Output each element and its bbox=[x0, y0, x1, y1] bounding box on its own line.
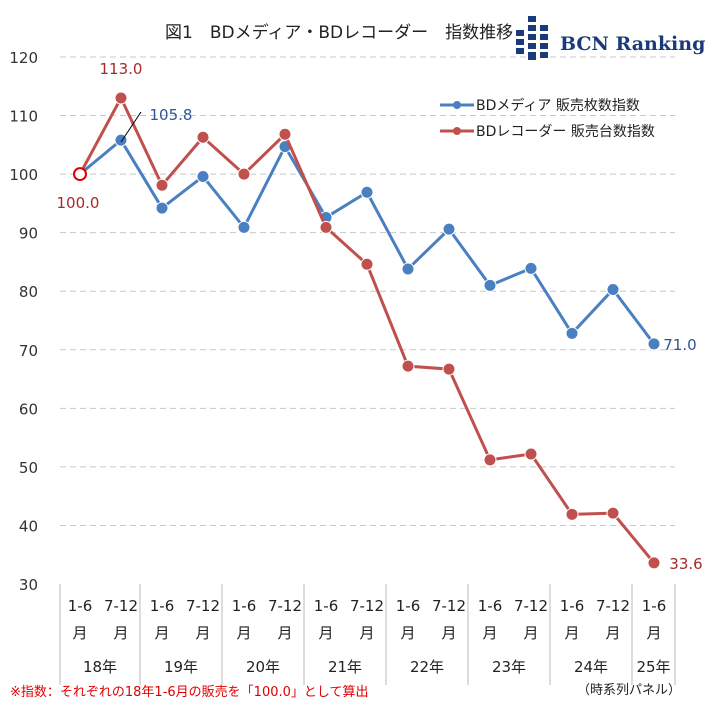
legend-item-bd-recorder: BDレコーダー 販売台数指数 bbox=[440, 118, 655, 144]
x-month-label: 月 bbox=[113, 624, 128, 642]
data-point bbox=[360, 185, 374, 199]
data-point bbox=[606, 282, 620, 296]
x-month-label: 月 bbox=[277, 624, 292, 642]
x-month-label: 月 bbox=[482, 624, 497, 642]
data-point bbox=[73, 167, 87, 182]
data-point bbox=[483, 278, 497, 292]
data-point bbox=[524, 447, 538, 461]
data-point bbox=[606, 506, 620, 520]
x-month-label: 月 bbox=[564, 624, 579, 642]
data-point bbox=[442, 362, 456, 376]
x-tick-label: 7-12 bbox=[186, 597, 220, 615]
data-point bbox=[565, 507, 579, 521]
x-tick-label: 1-6 bbox=[478, 597, 503, 615]
y-tick-label: 30 bbox=[19, 576, 38, 594]
panel-note: （時系列パネル） bbox=[577, 683, 682, 698]
x-year-label: 18年 bbox=[83, 658, 117, 676]
chart-title: 図1 BDメディア・BDレコーダー 指数推移 bbox=[165, 23, 514, 43]
x-year-label: 21年 bbox=[328, 658, 362, 676]
x-tick-label: 1-6 bbox=[68, 597, 93, 615]
x-tick-label: 1-6 bbox=[642, 597, 667, 615]
y-tick-label: 90 bbox=[19, 225, 38, 243]
data-point bbox=[237, 220, 251, 234]
data-point bbox=[647, 337, 661, 351]
x-tick-label: 7-12 bbox=[350, 597, 384, 615]
x-month-label: 月 bbox=[318, 624, 333, 642]
data-label: 113.0 bbox=[100, 60, 143, 78]
data-point bbox=[401, 262, 415, 276]
data-label: 100.0 bbox=[57, 194, 100, 212]
y-tick-label: 100 bbox=[9, 166, 38, 184]
y-tick-label: 50 bbox=[19, 459, 38, 477]
data-point bbox=[483, 453, 497, 467]
y-tick-label: 110 bbox=[9, 108, 38, 126]
x-month-label: 月 bbox=[72, 624, 87, 642]
data-label: 105.8 bbox=[150, 106, 193, 124]
x-year-label: 24年 bbox=[574, 658, 608, 676]
data-point bbox=[155, 178, 169, 192]
x-month-label: 月 bbox=[646, 624, 661, 642]
data-point bbox=[155, 201, 169, 215]
y-tick-label: 70 bbox=[19, 342, 38, 360]
x-tick-label: 1-6 bbox=[396, 597, 421, 615]
data-label: 33.6 bbox=[669, 555, 702, 573]
legend-label: BDレコーダー 販売台数指数 bbox=[476, 124, 655, 140]
legend-item-bd-media: BDメディア 販売枚数指数 bbox=[440, 92, 655, 118]
annotation-leader bbox=[120, 111, 142, 143]
logo-bars-icon bbox=[516, 16, 548, 60]
legend-label: BDメディア 販売枚数指数 bbox=[476, 98, 640, 114]
data-point bbox=[442, 222, 456, 236]
y-tick-label: 120 bbox=[9, 49, 38, 67]
x-year-label: 25年 bbox=[636, 658, 670, 676]
x-year-label: 19年 bbox=[164, 658, 198, 676]
x-tick-label: 7-12 bbox=[432, 597, 466, 615]
legend: BDメディア 販売枚数指数 BDレコーダー 販売台数指数 bbox=[440, 92, 655, 144]
data-label: 71.0 bbox=[663, 336, 696, 354]
x-year-label: 20年 bbox=[246, 658, 280, 676]
x-month-label: 月 bbox=[523, 624, 538, 642]
x-tick-label: 7-12 bbox=[268, 597, 302, 615]
x-tick-label: 1-6 bbox=[314, 597, 339, 615]
data-point bbox=[196, 130, 210, 144]
x-tick-label: 7-12 bbox=[514, 597, 548, 615]
x-tick-label: 7-12 bbox=[596, 597, 630, 615]
data-point bbox=[237, 167, 251, 181]
data-point bbox=[524, 261, 538, 275]
x-month-label: 月 bbox=[195, 624, 210, 642]
footnote: ※指数：それぞれの18年1-6月の販売を「100.0」として算出 bbox=[10, 685, 369, 700]
data-point bbox=[565, 326, 579, 340]
logo-text: BCN Ranking bbox=[560, 33, 706, 55]
x-tick-label: 7-12 bbox=[104, 597, 138, 615]
data-point bbox=[196, 169, 210, 183]
bcn-logo: BCN Ranking bbox=[516, 14, 705, 62]
data-point bbox=[319, 220, 333, 234]
x-month-label: 月 bbox=[359, 624, 374, 642]
x-month-label: 月 bbox=[441, 624, 456, 642]
data-point bbox=[360, 257, 374, 271]
data-point bbox=[647, 556, 661, 570]
data-point bbox=[114, 91, 128, 105]
y-tick-label: 40 bbox=[19, 517, 38, 535]
x-tick-label: 1-6 bbox=[150, 597, 175, 615]
x-year-label: 23年 bbox=[492, 658, 526, 676]
x-month-label: 月 bbox=[400, 624, 415, 642]
x-tick-label: 1-6 bbox=[232, 597, 257, 615]
x-tick-label: 1-6 bbox=[560, 597, 585, 615]
y-tick-label: 60 bbox=[19, 400, 38, 418]
x-year-label: 22年 bbox=[410, 658, 444, 676]
y-tick-label: 80 bbox=[19, 283, 38, 301]
series-line-0 bbox=[79, 137, 656, 345]
data-point bbox=[401, 359, 415, 373]
data-point bbox=[278, 127, 292, 141]
x-month-label: 月 bbox=[154, 624, 169, 642]
x-month-label: 月 bbox=[236, 624, 251, 642]
x-month-label: 月 bbox=[605, 624, 620, 642]
